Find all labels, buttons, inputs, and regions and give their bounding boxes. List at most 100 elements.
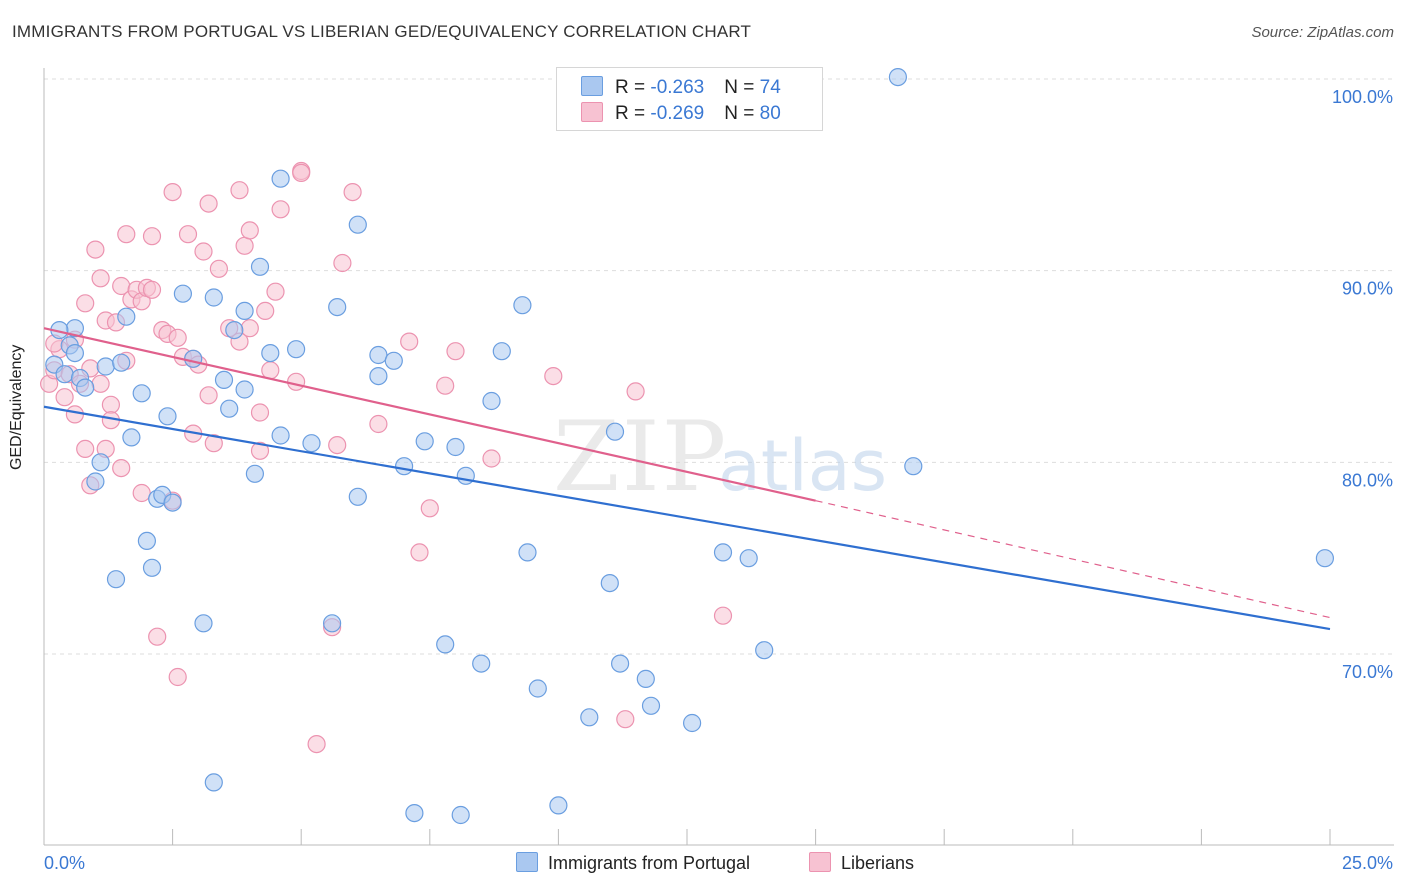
portugal-point [1315, 549, 1335, 568]
portugal-point [86, 472, 105, 491]
portugal-point [636, 669, 655, 689]
liberians-point [400, 332, 419, 351]
watermark: ZIP atlas [553, 401, 887, 513]
y-tick-label: 90.0% [1342, 279, 1393, 299]
portugal-legend-swatch [516, 852, 538, 872]
liberians-point [482, 449, 501, 468]
liberians-point [163, 183, 182, 202]
portugal-point [605, 422, 625, 441]
liberians-point [194, 242, 213, 261]
portugal-point [492, 342, 511, 361]
liberians-point [256, 301, 275, 320]
liberians-point [204, 434, 223, 453]
portugal-point [163, 493, 182, 512]
portugal-point [682, 713, 702, 733]
liberians-point [626, 382, 645, 401]
portugal-point [112, 353, 131, 372]
y-tick-label: 100.0% [1332, 87, 1393, 107]
portugal-point [436, 635, 455, 654]
liberians-legend-swatch [809, 852, 831, 872]
liberians-point [117, 225, 136, 244]
portugal-point [261, 344, 280, 363]
portugal-points [45, 67, 1335, 825]
legend-label-liberians: Liberians [841, 853, 915, 873]
portugal-point [184, 349, 203, 368]
liberians-point [261, 361, 280, 380]
r-value: -0.263 [650, 77, 705, 98]
liberians-point [86, 240, 105, 259]
liberians-point [544, 367, 563, 386]
liberians-point [230, 181, 249, 200]
liberians-point [65, 405, 85, 424]
portugal-point [415, 432, 434, 451]
x-tick-label: 0.0% [44, 853, 85, 873]
portugal-point [204, 773, 223, 792]
portugal-point [518, 543, 537, 562]
liberians-point [266, 282, 285, 301]
liberians-point [142, 227, 162, 246]
portugal-point [302, 434, 321, 453]
portugal-point [348, 487, 367, 506]
liberians-point [91, 269, 110, 288]
liberians-point [436, 376, 455, 395]
portugal-point [323, 614, 342, 633]
liberians-point [287, 372, 306, 391]
portugal-point [142, 558, 162, 577]
liberians-points [39, 161, 733, 754]
liberians-point [91, 374, 110, 393]
liberians-point [420, 499, 439, 518]
portugal-point [194, 614, 213, 633]
liberians-point [446, 342, 465, 361]
portugal-point [482, 391, 501, 411]
n-label: N = [724, 103, 760, 124]
portugal-point [641, 696, 661, 715]
portugal-point [384, 351, 403, 370]
liberians-point [112, 459, 131, 478]
liberians-point [209, 259, 228, 278]
n-value: 74 [759, 77, 781, 98]
portugal-point [600, 573, 619, 593]
portugal-point [755, 641, 774, 660]
portugal-point [76, 378, 95, 397]
portugal-point [580, 708, 599, 727]
portugal-point [55, 365, 74, 384]
trend-lines [43, 327, 1331, 631]
tick-labels: 70.0% 80.0% 90.0% 100.0% 0.0% 25.0% [44, 87, 1393, 873]
liberians-point [76, 294, 95, 313]
liberians-point [250, 441, 270, 460]
legend-item-liberians[interactable]: Liberians [809, 852, 914, 874]
portugal-point [513, 296, 532, 315]
legend-item-portugal[interactable]: Immigrants from Portugal [516, 852, 750, 874]
portugal-point [328, 298, 347, 317]
liberians-point [101, 395, 121, 414]
liberians-point [168, 667, 187, 687]
portugal-point [117, 307, 136, 326]
x-tick-label: 25.0% [1342, 853, 1393, 873]
y-tick-label: 70.0% [1342, 662, 1393, 682]
liberians-point [616, 710, 635, 729]
watermark-zip: ZIP [553, 401, 728, 513]
liberians-point [199, 194, 218, 213]
series-legend: Immigrants from Portugal Liberians [0, 852, 1406, 876]
liberians-point [713, 606, 733, 625]
portugal-point [173, 284, 192, 303]
legend-label-portugal: Immigrants from Portugal [548, 853, 751, 873]
portugal-point [250, 257, 270, 276]
liberians-point [142, 280, 162, 299]
portugal-point [369, 367, 388, 386]
n-value: 80 [759, 103, 781, 124]
stats-legend: R = -0.263 N = 74 R = -0.269 N = 80 [556, 67, 823, 131]
portugal-point [220, 399, 239, 418]
portugal-point [96, 357, 115, 376]
liberians-point [369, 414, 388, 434]
portugal-point [451, 805, 470, 825]
portugal-point [713, 543, 733, 562]
portugal-point [271, 426, 290, 445]
portugal-point [528, 679, 547, 698]
liberians-trend-extension [815, 500, 1331, 619]
liberians-point [292, 163, 311, 182]
stats-legend-row-portugal: R = -0.263 N = 74 [581, 76, 781, 98]
y-axis-label: GED/Equivalency [8, 344, 25, 470]
stats-legend-row-liberians: R = -0.269 N = 80 [581, 102, 781, 124]
